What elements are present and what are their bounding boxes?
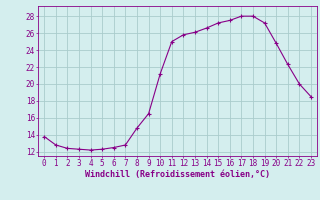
X-axis label: Windchill (Refroidissement éolien,°C): Windchill (Refroidissement éolien,°C): [85, 170, 270, 179]
